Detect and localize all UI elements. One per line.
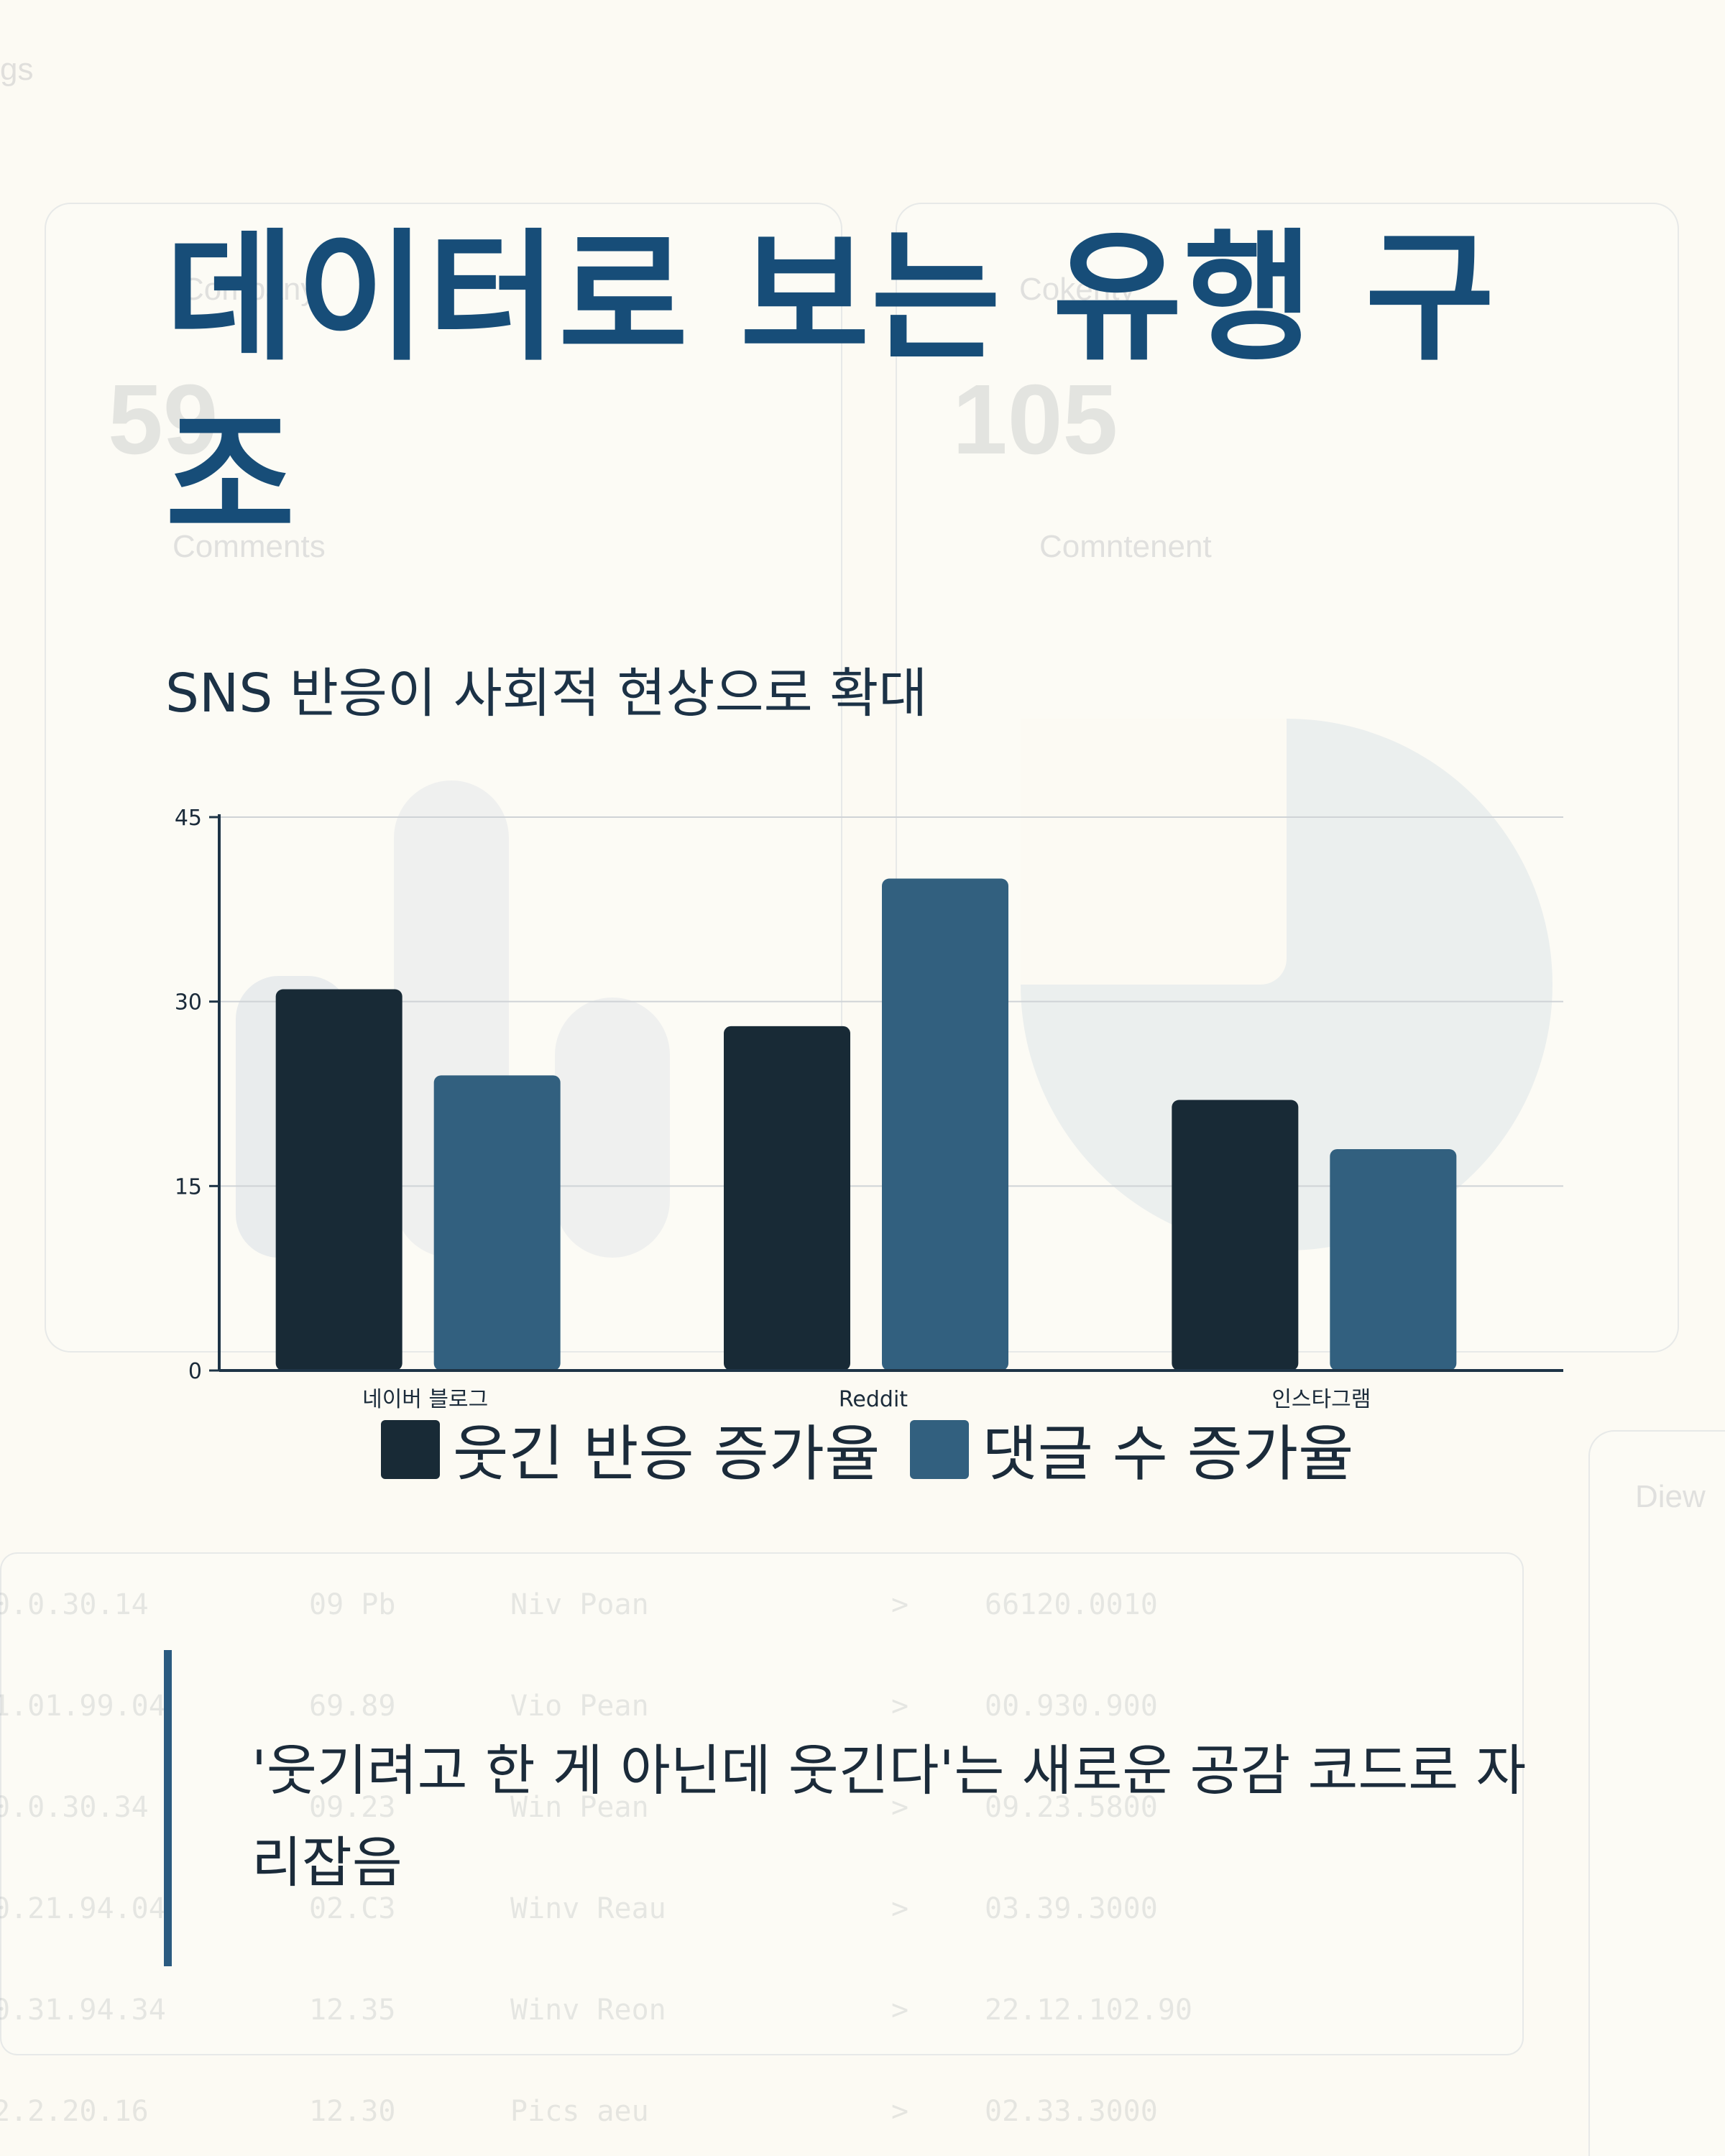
bar-series-2 <box>1330 1149 1457 1370</box>
chart-legend: 웃긴 반응 증가율 댓글 수 증가율 <box>381 1406 1384 1493</box>
x-tick-label: 인스타그램 <box>1271 1387 1371 1412</box>
bar-series-1 <box>275 989 402 1370</box>
bar-series-2 <box>882 878 1008 1370</box>
x-tick-label: Reddit <box>839 1387 908 1412</box>
quote-text: '웃기려고 한 게 아닌데 웃긴다'는 새로운 공감 코드로 자리잡음 <box>252 1738 1527 1894</box>
y-tick-label: 30 <box>175 990 202 1015</box>
legend-label-series-2: 댓글 수 증가율 <box>982 1419 1354 1489</box>
bar-series-1 <box>724 1026 850 1370</box>
bar-series-2 <box>433 1075 561 1370</box>
legend-swatch-series-1 <box>381 1419 440 1479</box>
chart-axes: 0 15 30 45 네이버 블로그 Reddit 인스타그램 <box>175 806 1563 1412</box>
page-title: 데이터로 보는 유행 구조 <box>165 216 1496 560</box>
y-tick-label: 15 <box>175 1174 202 1199</box>
y-tick-label: 45 <box>175 806 202 831</box>
chart-bars <box>275 878 1457 1370</box>
page-subtitle: SNS 반응이 사회적 현상으로 확대 <box>165 663 928 724</box>
legend-label-series-1: 웃긴 반응 증가율 <box>453 1419 880 1489</box>
legend-swatch-series-2 <box>910 1419 970 1479</box>
quote-accent-bar <box>164 1650 172 1966</box>
legend-item-series-1: 웃긴 반응 증가율 <box>381 1406 880 1493</box>
bar-series-1 <box>1172 1100 1299 1370</box>
legend-item-series-2: 댓글 수 증가율 <box>910 1406 1353 1493</box>
y-tick-label: 0 <box>188 1359 202 1384</box>
x-tick-label: 네이버 블로그 <box>362 1387 488 1412</box>
